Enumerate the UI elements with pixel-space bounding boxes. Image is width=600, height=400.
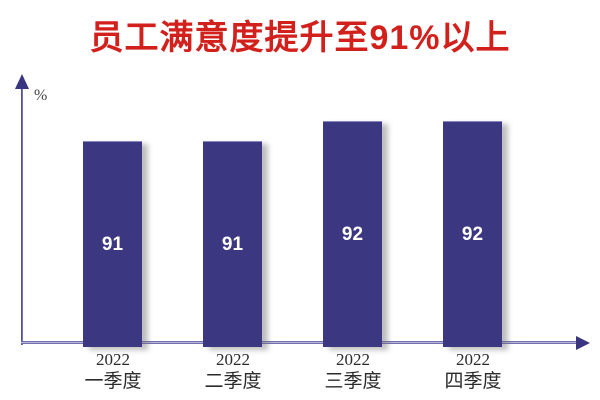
category-quarter-label: 一季度 [84, 371, 142, 392]
category-quarter-label: 四季度 [444, 371, 502, 392]
bar-2022-q2: 91 [203, 141, 262, 347]
bar-value-label: 92 [341, 223, 364, 245]
bar-value-label: 91 [101, 233, 124, 255]
x-axis-category-q2: 2022 二季度 [173, 349, 293, 393]
y-axis-arrow-icon [15, 74, 29, 89]
category-quarter-label: 三季度 [324, 371, 382, 392]
y-axis-unit-label: % [34, 87, 48, 104]
category-year-label: 2022 [96, 350, 130, 369]
category-year-label: 2022 [216, 350, 250, 369]
category-year-label: 2022 [456, 350, 490, 369]
category-year-label: 2022 [336, 350, 370, 369]
x-axis-category-q4: 2022 四季度 [413, 349, 533, 393]
x-axis-line [21, 341, 577, 344]
bar-2022-q4: 92 [443, 121, 502, 347]
category-quarter-label: 二季度 [204, 371, 262, 392]
y-axis-line [21, 88, 23, 345]
chart-title: 员工满意度提升至91%以上 [89, 19, 511, 57]
x-axis-category-q3: 2022 三季度 [293, 349, 413, 393]
bar-2022-q1: 91 [83, 141, 142, 347]
bar-value-label: 92 [461, 223, 484, 245]
bar-value-label: 91 [221, 233, 244, 255]
x-axis-arrow-icon [576, 336, 590, 350]
x-axis-category-q1: 2022 一季度 [53, 349, 173, 393]
bar-2022-q3: 92 [323, 121, 382, 347]
